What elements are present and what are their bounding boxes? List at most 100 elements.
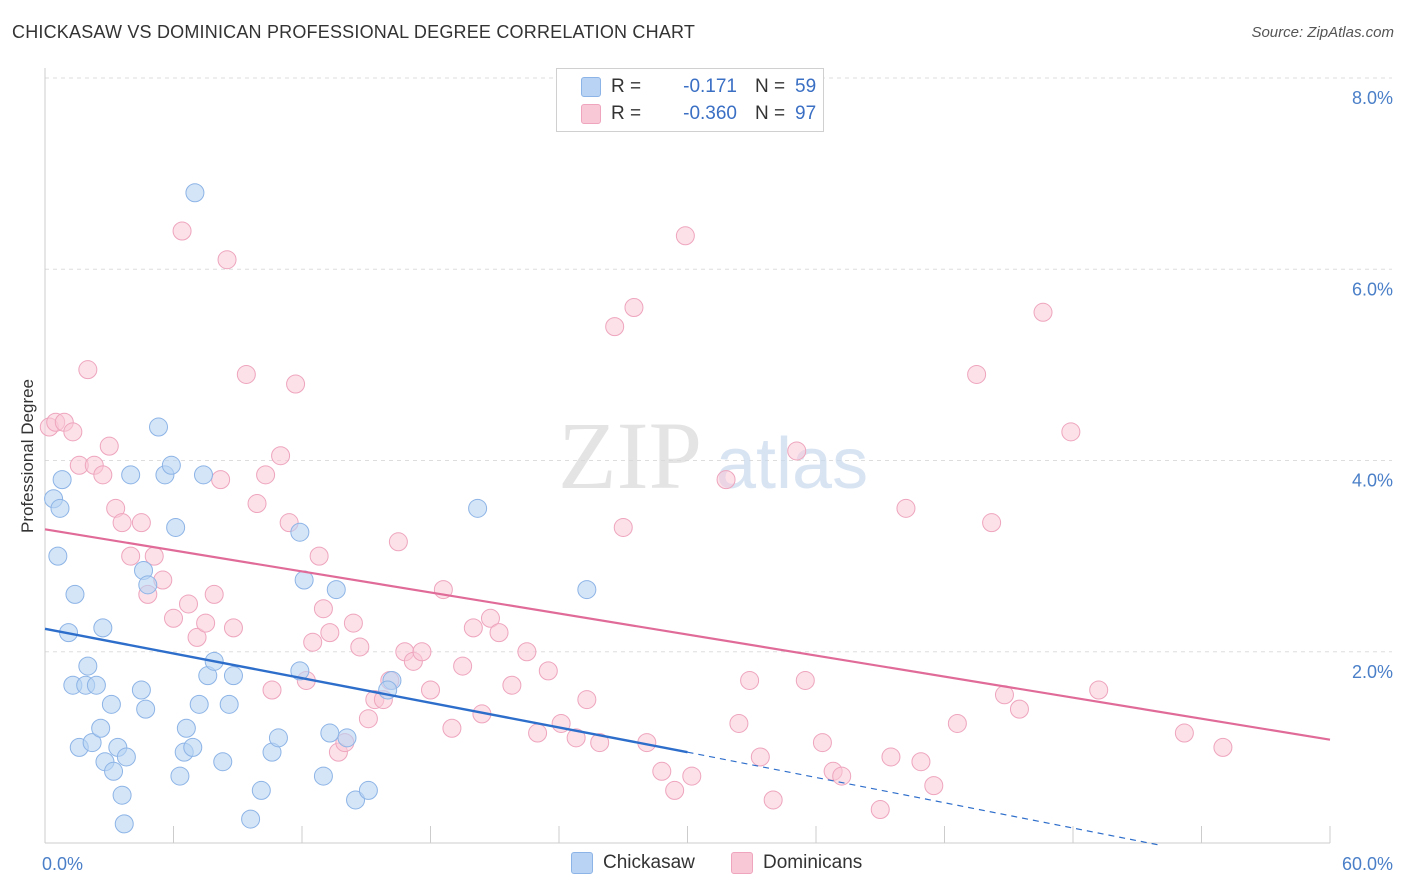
dominican-point [740,670,760,690]
y-tick-label: 4.0% [1352,471,1393,491]
dominican-point [982,513,1002,533]
grid-lines [45,77,1392,653]
x-tick-labels: 0.0% 60.0% [42,854,1393,874]
dominican-point [795,670,815,690]
chickasaw-point [468,498,488,518]
chickasaw-point [82,733,102,753]
dominican-point [187,627,207,647]
series-dominicans [39,221,1233,820]
dominican-point [256,465,276,485]
chickasaw-point [577,580,597,600]
chickasaw-trend-extension [687,751,1159,846]
watermark-zip: ZIP [558,402,702,509]
chickasaw-point [136,699,156,719]
dominican-point [178,594,198,614]
chickasaw-point [176,718,196,738]
dominican-point [517,642,537,662]
dominican-point [489,623,509,643]
chickasaw-point [131,680,151,700]
chickasaw-point [52,470,72,490]
chickasaw-point [114,814,134,834]
chickasaw-point [138,575,158,595]
dominican-point [924,776,944,796]
y-tick-labels: 2.0% 4.0% 6.0% 8.0% [1352,88,1393,682]
chickasaw-point [149,417,169,437]
chickasaw-point [268,728,288,748]
legend-r-value: -0.171 [683,76,737,97]
chickasaw-point [358,780,378,800]
y-tick-label: 6.0% [1352,279,1393,299]
chickasaw-point [346,790,366,810]
dominican-point [196,613,216,633]
legend-row-dominicans: R = -0.360 N = 97 [581,101,816,127]
dominican-point [682,766,702,786]
dominican-point [624,298,644,317]
dominican-point [787,441,807,461]
dominican-point [309,546,329,566]
dominican-point [750,747,770,767]
dominican-point [911,752,931,772]
dominican-point [870,800,890,820]
chickasaw-point [290,661,310,681]
dominican-point [412,642,432,662]
dominican-point [211,470,231,490]
dominican-point [463,618,483,638]
dominican-point [204,584,224,604]
dominican-point [388,532,408,552]
chickasaw-point [65,584,85,604]
dominican-point [480,608,500,628]
dominican-point [421,680,440,700]
dominican-point [716,470,736,490]
chickasaw-point [86,675,106,695]
x-tick-label: 0.0% [42,854,83,874]
chickasaw-point [320,723,340,743]
chart-title: CHICKASAW VS DOMINICAN PROFESSIONAL DEGR… [12,22,696,42]
dominican-point [528,723,548,743]
dominican-point [881,747,901,767]
dominican-point [236,364,256,384]
dominican-point [763,790,783,810]
chickasaw-swatch [571,852,593,874]
dominican-point [729,713,749,733]
bottom-legend: Chickasaw Dominicans [0,852,1406,878]
chickasaw-point [112,785,132,805]
chart-source: Source: ZipAtlas.com [1251,24,1394,41]
bottom-legend-chickasaw: Chickasaw [571,852,695,874]
dominican-point [223,618,243,638]
chickasaw-point [121,465,141,485]
chickasaw-point [101,694,121,714]
dominican-point [947,713,967,733]
dominican-point [121,546,141,566]
bottom-legend-dominicans-label: Dominicans [763,852,863,873]
chickasaw-point [189,694,209,714]
chickasaw-point [104,761,124,781]
chickasaw-point [241,809,261,829]
dominican-point [286,374,306,394]
dominican-point [262,680,282,700]
chickasaw-point [78,656,98,676]
dominican-point [63,422,83,442]
dominican-point [320,623,340,643]
dominican-point [343,613,363,633]
bottom-legend-chickasaw-label: Chickasaw [603,852,695,873]
chickasaw-point [326,580,346,600]
dominican-point [93,465,113,485]
dominican-point [665,780,685,800]
dominican-point [164,608,183,628]
legend-r-value: -0.360 [683,103,737,124]
chickasaw-point [161,455,181,475]
legend: R = -0.171 N = 59 R = -0.360 N = 97 [556,68,824,132]
dominican-point [502,675,522,695]
bottom-legend-dominicans: Dominicans [731,852,862,874]
dominican-point [832,766,852,786]
dominican-point [566,728,586,748]
dominican-point [453,656,473,676]
dominican-point [442,718,462,738]
dominican-point [613,517,633,537]
chickasaw-point [50,498,70,518]
dominican-point [1061,422,1081,442]
legend-n-label: N = [755,103,786,124]
chickasaw-point [48,546,68,566]
dominican-point [247,494,267,514]
dominican-point [172,221,192,241]
